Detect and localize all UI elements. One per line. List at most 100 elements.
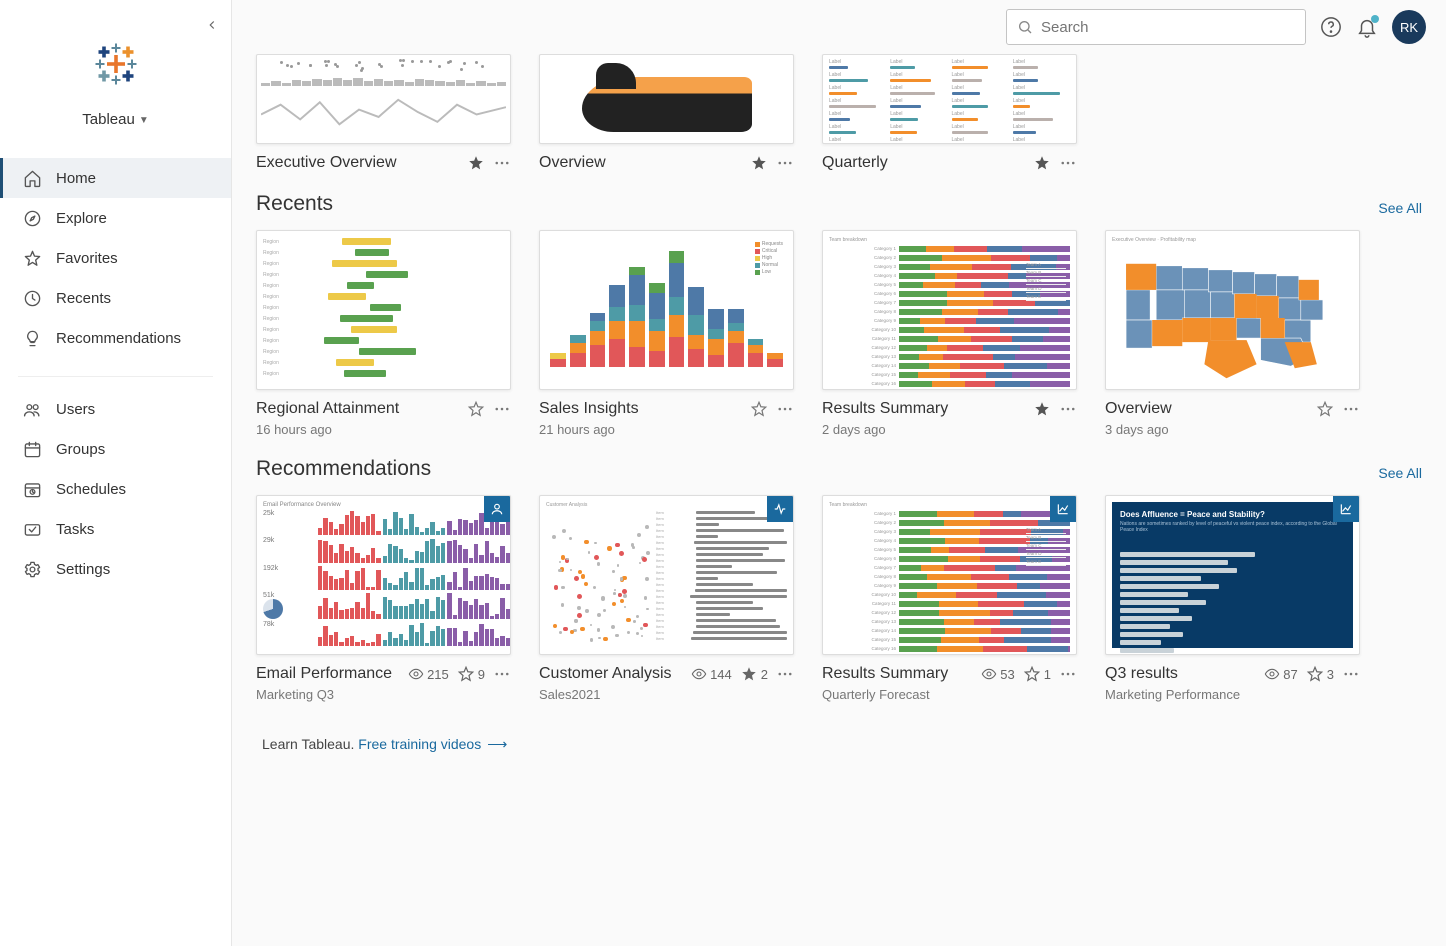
users-icon: [22, 399, 42, 419]
workbook-title[interactable]: Executive Overview: [256, 154, 397, 172]
favorite-toggle[interactable]: [750, 154, 768, 172]
sidebar-item-recommendations[interactable]: Recommendations: [0, 318, 231, 358]
workbook-title[interactable]: Regional Attainment: [256, 400, 399, 418]
recommendation-badge-icon: [1333, 496, 1359, 522]
favorite-count[interactable]: 1: [1023, 665, 1051, 683]
more-actions-button[interactable]: [776, 154, 794, 172]
more-actions-button[interactable]: [493, 154, 511, 172]
learn-tableau-row: Learn Tableau. Free training videos ⟶: [262, 736, 1422, 753]
sidebar-item-label: Settings: [56, 561, 110, 578]
sidebar-item-label: Recents: [56, 290, 111, 307]
workbook-thumbnail[interactable]: Team breakdownCategory 1Category 2Catego…: [822, 230, 1077, 390]
clock-icon: [22, 288, 42, 308]
sidebar-item-label: Home: [56, 170, 96, 187]
sidebar-item-groups[interactable]: Groups: [0, 429, 231, 469]
calendar-icon: [22, 439, 42, 459]
workbook-thumbnail[interactable]: [256, 54, 511, 144]
more-actions-button[interactable]: [493, 665, 511, 683]
notifications-button[interactable]: [1356, 16, 1378, 38]
workbook-thumbnail[interactable]: RequestsCriticalHighNormalLow: [539, 230, 794, 390]
favorite-toggle[interactable]: [1316, 400, 1334, 418]
sidebar-item-label: Users: [56, 401, 95, 418]
sidebar-item-label: Tasks: [56, 521, 94, 538]
workbook-timestamp: 3 days ago: [1105, 422, 1172, 437]
recommendation-badge-icon: [484, 496, 510, 522]
more-actions-button[interactable]: [1059, 665, 1077, 683]
home-icon: [22, 168, 42, 188]
bulb-icon: [22, 328, 42, 348]
favorite-count[interactable]: 3: [1306, 665, 1334, 683]
workbook-title[interactable]: Q3 results: [1105, 665, 1240, 683]
workbook-thumbnail[interactable]: Customer AnalysisItemItemItemItemItemIte…: [539, 495, 794, 655]
nav-separator: [18, 376, 213, 377]
sidebar-item-label: Recommendations: [56, 330, 181, 347]
sidebar-item-label: Favorites: [56, 250, 118, 267]
more-actions-button[interactable]: [776, 400, 794, 418]
sidebar-item-label: Schedules: [56, 481, 126, 498]
workbook-thumbnail[interactable]: Executive Overview · Profitability map: [1105, 230, 1360, 390]
sidebar-item-explore[interactable]: Explore: [0, 198, 231, 238]
workbook-title[interactable]: Overview: [1105, 400, 1172, 418]
workspace-switcher[interactable]: Tableau▼: [0, 103, 231, 152]
view-count: 215: [408, 666, 449, 682]
see-all-recents[interactable]: See All: [1378, 200, 1422, 216]
recommendation-badge-icon: [1050, 496, 1076, 522]
favorite-toggle[interactable]: [467, 400, 485, 418]
workbook-thumbnail[interactable]: Team breakdownCategory 1Category 2Catego…: [822, 495, 1077, 655]
workbook-thumbnail[interactable]: RegionRegionRegionRegionRegionRegionRegi…: [256, 230, 511, 390]
notification-dot: [1371, 15, 1379, 23]
more-actions-button[interactable]: [493, 400, 511, 418]
sidebar-item-tasks[interactable]: Tasks: [0, 509, 231, 549]
workbook-project: Marketing Q3: [256, 687, 392, 702]
sidebar-item-schedules[interactable]: Schedules: [0, 469, 231, 509]
workbook-timestamp: 21 hours ago: [539, 422, 639, 437]
sidebar-item-favorites[interactable]: Favorites: [0, 238, 231, 278]
favorite-toggle[interactable]: [1033, 400, 1051, 418]
arrow-right-icon: ⟶: [487, 736, 507, 752]
view-count: 53: [981, 666, 1014, 682]
favorite-toggle[interactable]: [750, 400, 768, 418]
workbook-title[interactable]: Results Summary: [822, 665, 948, 683]
sidebar-item-label: Groups: [56, 441, 105, 458]
sidebar-item-recents[interactable]: Recents: [0, 278, 231, 318]
collapse-sidebar-button[interactable]: [205, 18, 219, 32]
workbook-title[interactable]: Results Summary: [822, 400, 948, 418]
workbook-title[interactable]: Overview: [539, 154, 606, 172]
more-actions-button[interactable]: [1059, 400, 1077, 418]
workbook-title[interactable]: Sales Insights: [539, 400, 639, 418]
search-field[interactable]: [1041, 19, 1295, 36]
tasks-icon: [22, 519, 42, 539]
workbook-thumbnail[interactable]: Email Performance Overview25k29k192k51k7…: [256, 495, 511, 655]
recommendation-badge-icon: [767, 496, 793, 522]
sidebar-item-home[interactable]: Home: [0, 158, 231, 198]
favorite-count[interactable]: 2: [740, 665, 768, 683]
favorite-toggle[interactable]: [1033, 154, 1051, 172]
sidebar-item-users[interactable]: Users: [0, 389, 231, 429]
more-actions-button[interactable]: [1059, 154, 1077, 172]
view-count: 87: [1264, 666, 1297, 682]
help-button[interactable]: [1320, 16, 1342, 38]
more-actions-button[interactable]: [1342, 400, 1360, 418]
gear-icon: [22, 559, 42, 579]
workbook-title[interactable]: Quarterly: [822, 154, 888, 172]
tableau-logo: [0, 0, 231, 103]
workbook-title[interactable]: Email Performance: [256, 665, 392, 683]
learn-link[interactable]: Free training videos: [358, 736, 481, 752]
sidebar-item-settings[interactable]: Settings: [0, 549, 231, 589]
learn-prefix: Learn Tableau.: [262, 736, 358, 752]
workbook-thumbnail[interactable]: Does Affluence = Peace and Stability?Nat…: [1105, 495, 1360, 655]
search-input[interactable]: [1006, 9, 1306, 45]
more-actions-button[interactable]: [1342, 665, 1360, 683]
workbook-timestamp: 2 days ago: [822, 422, 948, 437]
topbar: RK: [232, 0, 1446, 54]
workbook-title[interactable]: Customer Analysis: [539, 665, 672, 683]
star-icon: [22, 248, 42, 268]
see-all-recommendations[interactable]: See All: [1378, 465, 1422, 481]
favorite-count[interactable]: 9: [457, 665, 485, 683]
workbook-thumbnail[interactable]: [539, 54, 794, 144]
favorite-toggle[interactable]: [467, 154, 485, 172]
user-avatar[interactable]: RK: [1392, 10, 1426, 44]
workbook-thumbnail[interactable]: LabelLabelLabelLabelLabelLabelLabelLabel…: [822, 54, 1077, 144]
more-actions-button[interactable]: [776, 665, 794, 683]
workbook-timestamp: 16 hours ago: [256, 422, 399, 437]
